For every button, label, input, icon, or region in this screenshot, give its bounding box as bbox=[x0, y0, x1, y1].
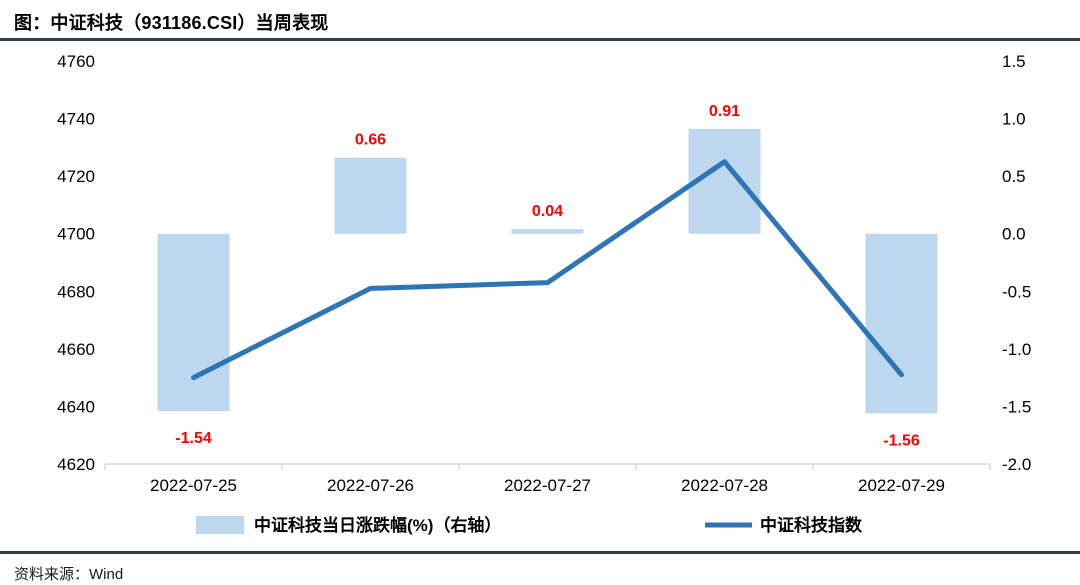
bar-2022-07-28 bbox=[688, 128, 761, 234]
left-axis-tick-label: 4680 bbox=[57, 282, 95, 301]
figure-footer: 资料来源：Wind bbox=[0, 551, 1080, 584]
right-axis-tick-label: 0.5 bbox=[1002, 167, 1026, 186]
left-axis-tick-label: 4700 bbox=[57, 225, 95, 244]
bar-2022-07-26 bbox=[334, 157, 407, 234]
bar-value-label: 0.66 bbox=[355, 132, 386, 149]
right-axis-tick-label: -1.0 bbox=[1002, 340, 1031, 359]
x-axis-category-label: 2022-07-29 bbox=[858, 476, 945, 495]
bar-2022-07-29 bbox=[865, 233, 938, 414]
bar-2022-07-25 bbox=[157, 233, 230, 412]
right-axis-tick-label: -2.0 bbox=[1002, 455, 1031, 474]
right-axis-tick-label: -0.5 bbox=[1002, 282, 1031, 301]
right-axis-tick-label: 0.0 bbox=[1002, 225, 1026, 244]
legend-bar-label: 中证科技当日涨跌幅(%)（右轴） bbox=[254, 515, 501, 535]
right-axis-tick-label: 1.5 bbox=[1002, 52, 1026, 71]
x-axis-category-label: 2022-07-28 bbox=[681, 476, 768, 495]
x-axis-category-label: 2022-07-27 bbox=[504, 476, 591, 495]
left-axis-tick-label: 4760 bbox=[57, 52, 95, 71]
source-note: 资料来源：Wind bbox=[14, 566, 124, 583]
x-axis-category-label: 2022-07-26 bbox=[327, 476, 414, 495]
bar-value-label: -1.56 bbox=[883, 432, 920, 449]
left-axis-tick-label: 4640 bbox=[57, 397, 95, 416]
right-axis-tick-label: 1.0 bbox=[1002, 110, 1026, 129]
x-axis-category-label: 2022-07-25 bbox=[150, 476, 237, 495]
chart-area: -1.54 0.66 0.04 0.91 -1.56 4760 4740 4720 4700 46… bbox=[0, 41, 1080, 551]
left-axis-tick-label: 4620 bbox=[57, 455, 95, 474]
left-axis-tick-label: 4740 bbox=[57, 110, 95, 129]
left-axis-tick-label: 4660 bbox=[57, 340, 95, 359]
bar-value-label: 0.04 bbox=[532, 203, 563, 220]
bar-2022-07-27 bbox=[511, 229, 584, 234]
bar-value-label: 0.91 bbox=[709, 103, 740, 120]
figure-header: 图：中证科技（931186.CSI）当周表现 bbox=[0, 0, 1080, 41]
right-axis-tick-label: -1.5 bbox=[1002, 397, 1031, 416]
legend-line-label: 中证科技指数 bbox=[760, 515, 863, 535]
index-line bbox=[191, 159, 904, 381]
figure-title: 图：中证科技（931186.CSI）当周表现 bbox=[14, 13, 329, 33]
legend-bar-swatch bbox=[196, 516, 244, 534]
combo-chart: -1.54 0.66 0.04 0.91 -1.56 4760 4740 4720 4700 46… bbox=[57, 52, 1031, 535]
bar-value-label: -1.54 bbox=[175, 430, 212, 447]
left-axis-tick-label: 4720 bbox=[57, 167, 95, 186]
